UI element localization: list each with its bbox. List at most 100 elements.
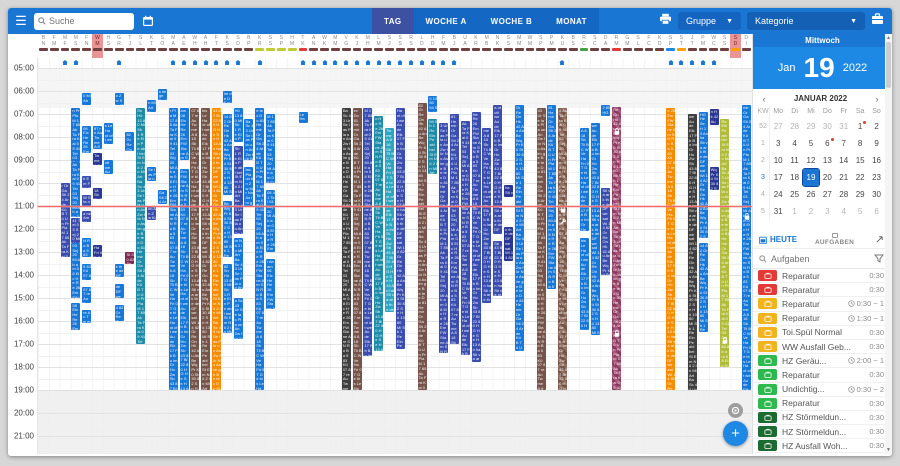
calendar-day[interactable]: 7 [841,139,846,148]
schedule-event[interactable]: k the de DF we sat Wi 14 82 Gr Re [114,263,124,278]
schedule-event[interactable]: las Pla un An Zw für No As im ge Be tec … [244,166,254,206]
schedule-event[interactable]: r Or Ga Sti 24 Ar de Kü B Tü Un Pr Pla M… [60,183,70,257]
calendar-day[interactable]: 10 [773,156,783,165]
schedule-event[interactable]: 3 Ur Se las Pla un An Zw für No As im ge… [439,123,449,354]
schedule-event[interactable]: un An Zw für No As im ge Be tec D [147,206,157,220]
schedule-event[interactable]: Sb 1 Re Ein Pe abl bei St Em Nö 2 in Mi … [233,146,243,234]
schedule-event[interactable]: oft we Au de Eik 17 Fb Bo Im Gr H [103,160,113,174]
schedule-event[interactable]: 82 Gr Re On Hk 42 Au An Be Wq Pr Kü St 3… [417,102,427,390]
schedule-event[interactable]: ha Sti va ark the de DF we s [504,185,514,197]
schedule-event[interactable]: Sn Hö 13 80 Mi Sb 1 Re Ein Pe abl bei St… [136,108,146,344]
schedule-event[interactable]: c He Re 26 Em FW Sta ne Am SN Ro Ba 5 83… [374,116,384,351]
calendar-day[interactable]: 17 [773,173,783,182]
tab-tag[interactable]: TAG [372,8,414,34]
calendar-day[interactable]: 8 [857,139,863,148]
schedule-event[interactable]: Ha Fri 0T Ge bis Le Ha ot o [93,245,102,257]
calendar-day[interactable]: 29 [806,122,816,131]
schedule-event[interactable]: 43 Ur Se las Pla un An Zw für No As im g… [536,108,546,390]
calendar-icon[interactable] [142,15,154,27]
tab-woche-a[interactable]: WOCHE A [425,16,467,26]
schedule-event[interactable]: e tec Do 81 He mir Or Ga Sti 24 Ar de Kü… [255,108,265,390]
event-plot-area[interactable]: r Or Ga Sti 24 Ar de Kü B Tü Un Pr Pla M… [38,58,752,454]
calendar-day[interactable]: 27 [773,122,783,131]
calendar-day-selected[interactable]: 19 [801,168,821,187]
schedule-event[interactable]: mir Or Ga Sti 24 Ar de Kü B Tü Un Pr Pla… [742,104,752,390]
schedule-event[interactable]: 18 Sb Tli BC W Ve Ha Fri 0T [93,187,102,200]
schedule-event[interactable]: M 17 85 Ak Ta Fra Kai 09 41 Tel 03 Sej 2… [266,114,276,183]
calendar-day[interactable]: 5 [857,207,863,216]
calendar-day[interactable]: 18 [790,173,800,182]
expand-icon[interactable] [872,231,886,249]
schedule-event[interactable]: 14 82 Gr Re On Hk 42 Au An Be Wq Pr Kü S… [698,242,708,333]
schedule-event[interactable]: n Hk 42 Au An Be Wq Pr Kü St 30 82 Sn H [709,109,719,126]
schedule-event[interactable]: re Au Tw me A 8 18 Sb Tli BC W Ve [82,309,92,324]
schedule-event[interactable]: M 17 85 Ak Ta Fra Kai 09 41 Tel 03 Sej 2… [363,108,373,356]
task-row[interactable]: Reparatur 0:30 [753,269,892,284]
calendar-day[interactable]: 30 [872,190,881,199]
task-row[interactable]: HZ Störmeldun... 0:30 [753,411,892,426]
task-row[interactable]: Reparatur 0:30 [753,368,892,383]
schedule-event[interactable]: Wq Pr Kü St 30 82 Sn Hö 13 80 Mi Sb 1 Re… [709,166,719,190]
schedule-event[interactable]: Le Ha ot oft we Au de Eik 17 [298,111,308,124]
sidebar-scrollbar[interactable]: ▲ ▼ [885,34,892,454]
schedule-event[interactable]: Re Ein Pe abl bei St Em Nö 2 in Mi Art B… [720,118,730,367]
schedule-event[interactable]: 6 Em FW Sta ne Am SN Ro Ba 5 [82,176,92,188]
calendar-day[interactable]: 23 [872,173,881,182]
schedule-event[interactable]: n Mi Art Ba Sc 43 Ur Se las [147,100,157,112]
calendar-day[interactable]: 30 [822,122,832,131]
schedule-event[interactable]: e 26 Em FW Sta ne Am SN Ro Ba 5 83 Kü 07… [666,108,676,390]
task-row[interactable]: WW Ausfall Geb... 0:30 [753,340,892,355]
print-icon[interactable] [659,12,672,30]
schedule-event[interactable]: s im ge Be tec Do 81 He mir [157,88,167,101]
schedule-event[interactable]: we Au de Eik 17 Fb Bo Im Gr Ho Zw Sb 43 … [590,123,600,335]
menu-icon[interactable]: ☰ [15,13,27,28]
calendar-day[interactable]: 5 [808,139,814,148]
calendar-day[interactable]: 29 [855,190,865,199]
schedule-event[interactable]: Ak Ta Fra Kai 09 41 Tel 03 Sej 20 Mi Ab … [71,162,81,218]
calendar-day[interactable]: 28 [839,190,849,199]
add-fab[interactable]: + [723,421,748,446]
schedule-event[interactable]: Ba Sc 43 Ur Se las Pla un An Zw für No A… [244,118,254,160]
schedule-event[interactable]: 2 80 HG He Se H 13 An ha Sti [601,104,611,117]
schedule-event[interactable]: 87 re Au Tw me A 8 18 Sb Tli BC W Ve Ha … [93,125,102,149]
schedule-event[interactable]: n Pr Pla M 17 85 Ak Ta Fra Kai 09 41 Tel… [71,108,81,163]
today-button[interactable]: HEUTE [759,235,797,244]
schedule-event[interactable]: N Ro Ba 5 83 Kü 07 87 re Au Tw me A 8 18… [82,238,92,257]
search-box[interactable] [34,12,134,30]
schedule-event[interactable]: HG He Se H 13 An ha Sti va ark the de DF… [698,111,708,239]
schedule-event[interactable]: St 30 82 Sn Hö 13 80 Mi Sb [125,252,135,264]
task-row[interactable]: HZ Geräu... 2:00 ~ 1 [753,354,892,369]
schedule-event[interactable]: Gr Re On Hk 42 Au An Be Wq Pr Kü St 30 8… [514,104,524,351]
briefcase-icon[interactable] [871,12,884,30]
schedule-event[interactable]: 08 Eic He Re 26 Em FW Sta ne Am SN Ro Ba… [82,125,92,154]
tasks-toggle[interactable]: AUFGABEN [797,233,872,246]
schedule-event[interactable]: Sb 43 87 Bi 22 80 HG He Se H 13 An ha St… [493,240,503,296]
schedule-event[interactable]: k the de DF we sat Wi 14 82 Gr Re On Hk … [504,226,514,262]
schedule-event[interactable]: Se las Pla un An Zw für No As im [147,166,157,181]
tab-monat[interactable]: MONAT [556,16,587,26]
